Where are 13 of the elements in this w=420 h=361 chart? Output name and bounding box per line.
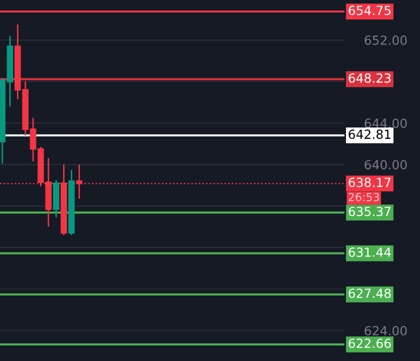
ref-line-label: 654.75: [348, 6, 390, 16]
ref-line-label: 635.37: [348, 206, 391, 216]
ref-line-label: 642.81: [348, 130, 390, 139]
ref-line-label: 627.48: [348, 288, 391, 298]
ref-line-label: 631.44: [348, 247, 391, 257]
y-tick-label: 652.00: [364, 36, 407, 45]
text: 26:53: [348, 192, 379, 202]
y-tick-label: 644.00: [364, 118, 407, 128]
ref-line-label: 648.23: [348, 73, 391, 83]
y-tick-label: 624.00: [364, 326, 407, 336]
y-tick-label: 640.00: [364, 160, 407, 170]
ref-line-label: 638.17: [348, 178, 391, 188]
ref-line-label: 622.66: [348, 338, 391, 348]
